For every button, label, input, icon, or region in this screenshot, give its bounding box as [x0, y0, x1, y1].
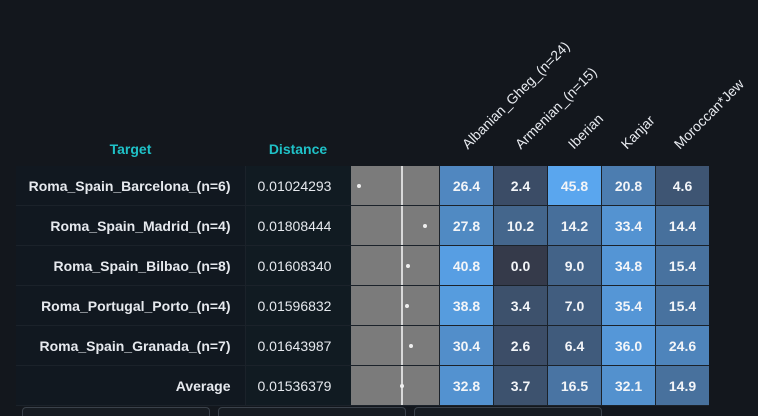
heat-cell: 9.0	[547, 245, 602, 286]
column-header[interactable]: Moroccan*Jew	[670, 75, 747, 152]
row-distance-value: 0.01536379	[244, 365, 351, 406]
table-row: Roma_Spain_Barcelona_(n=6) 0.01024293 26.4…	[16, 166, 709, 206]
heat-cell: 0.0	[493, 245, 548, 286]
distance-bar-cell	[351, 285, 440, 326]
heat-cell: 32.8	[439, 365, 494, 406]
heat-cell: 7.0	[547, 285, 602, 326]
distance-dot	[423, 224, 427, 228]
distance-bar-cell	[351, 325, 440, 366]
average-reference-line	[401, 286, 403, 325]
heat-cell: 45.8	[547, 166, 602, 206]
heat-cell: 35.4	[601, 285, 656, 326]
distance-bar-cell	[351, 166, 440, 206]
heat-cell: 36.0	[601, 325, 656, 366]
bottom-tab-1[interactable]	[22, 407, 210, 416]
row-distance-value: 0.01808444	[244, 205, 351, 246]
distance-header[interactable]: Distance	[268, 141, 328, 157]
heat-cell: 2.6	[493, 325, 548, 366]
row-distance-value: 0.01024293	[244, 166, 351, 206]
column-header[interactable]: Kanjar	[617, 112, 658, 152]
heat-cell: 34.8	[601, 245, 656, 286]
row-target-label: Roma_Spain_Bilbao_(n=8)	[16, 245, 245, 286]
heat-cell: 38.8	[439, 285, 494, 326]
table-row: Roma_Spain_Madrid_(n=4) 0.01808444 27.8 10.…	[16, 205, 709, 246]
heat-cell: 10.2	[493, 205, 548, 246]
distance-dot	[406, 264, 410, 268]
distance-dot	[405, 304, 409, 308]
heat-cell: 33.4	[601, 205, 656, 246]
heat-cell: 3.7	[493, 365, 548, 406]
heat-cell: 6.4	[547, 325, 602, 366]
average-reference-line	[401, 206, 403, 245]
heat-cell: 14.2	[547, 205, 602, 246]
heat-cell: 14.9	[655, 365, 709, 406]
heat-cell: 15.4	[655, 245, 709, 286]
row-distance-value: 0.01608340	[244, 245, 351, 286]
heat-cell: 4.6	[655, 166, 709, 206]
table-row: Roma_Spain_Bilbao_(n=8) 0.01608340 40.8 0.0…	[16, 245, 709, 286]
heat-cell: 16.5	[547, 365, 602, 406]
row-distance-value: 0.01596832	[244, 285, 351, 326]
row-target-label: Roma_Spain_Barcelona_(n=6)	[16, 166, 245, 206]
average-reference-line	[401, 326, 403, 365]
column-header[interactable]: Iberian	[564, 110, 607, 152]
heat-cell: 20.8	[601, 166, 656, 206]
row-target-label: Average	[16, 365, 245, 406]
heat-cell: 32.1	[601, 365, 656, 406]
distance-bar-cell	[351, 365, 440, 406]
table-row: Average 0.01536379 32.8 3.7 16.5 32.1 14.9	[16, 365, 709, 406]
row-target-label: Roma_Spain_Madrid_(n=4)	[16, 205, 245, 246]
heat-cell: 40.8	[439, 245, 494, 286]
table-row: Roma_Portugal_Porto_(n=4) 0.01596832 38.8 3…	[16, 285, 709, 326]
bottom-tab-2[interactable]	[218, 407, 406, 416]
heat-cell: 30.4	[439, 325, 494, 366]
heat-cell: 15.4	[655, 285, 709, 326]
heat-cell: 14.4	[655, 205, 709, 246]
row-target-label: Roma_Spain_Granada_(n=7)	[16, 325, 245, 366]
row-target-label: Roma_Portugal_Porto_(n=4)	[16, 285, 245, 326]
bottom-tab-3[interactable]	[414, 407, 602, 416]
heat-cell: 24.6	[655, 325, 709, 366]
average-reference-line	[401, 246, 403, 285]
row-distance-value: 0.01643987	[244, 325, 351, 366]
heat-cell: 26.4	[439, 166, 494, 206]
heat-cell: 27.8	[439, 205, 494, 246]
heat-cell: 3.4	[493, 285, 548, 326]
results-table: Roma_Spain_Barcelona_(n=6) 0.01024293 26.4…	[16, 166, 709, 406]
target-header[interactable]: Target	[109, 141, 152, 157]
distance-dot	[357, 184, 361, 188]
distance-dot	[400, 384, 404, 388]
distance-bar-cell	[351, 205, 440, 246]
table-row: Roma_Spain_Granada_(n=7) 0.01643987 30.4 2.…	[16, 325, 709, 366]
distance-bar-cell	[351, 245, 440, 286]
heat-cell: 2.4	[493, 166, 548, 206]
average-reference-line	[401, 166, 403, 205]
distance-dot	[409, 344, 413, 348]
